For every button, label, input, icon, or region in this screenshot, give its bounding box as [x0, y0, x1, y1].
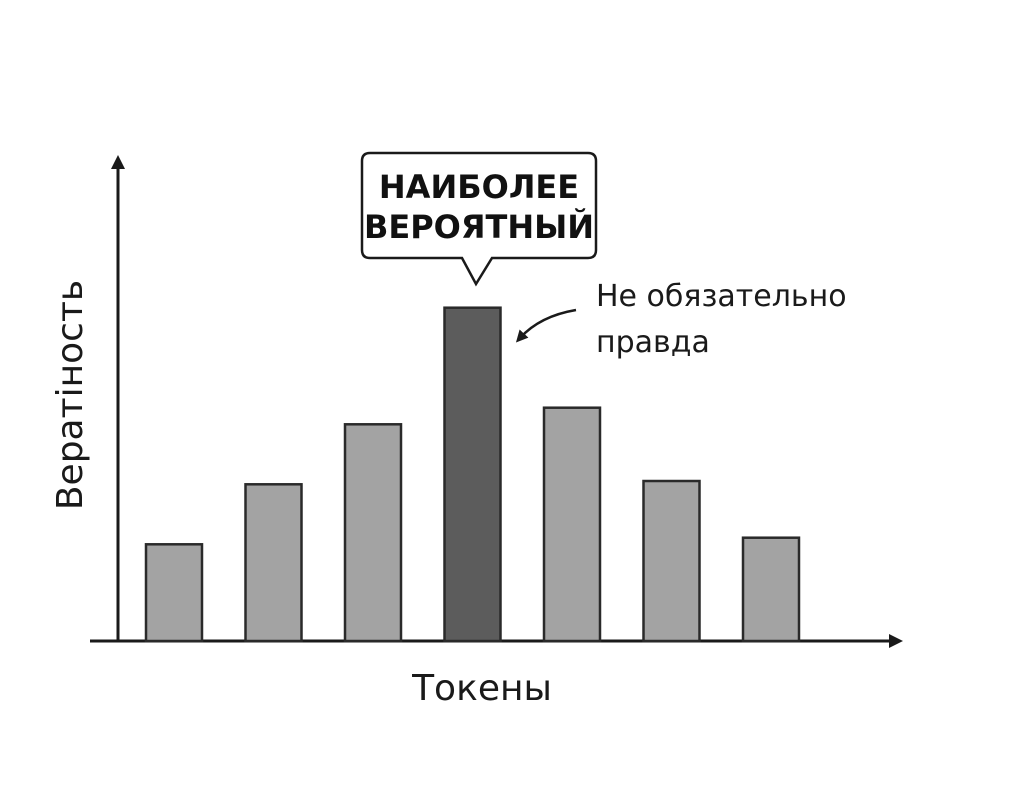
- bar-6: [642, 479, 701, 643]
- bar-7: [741, 536, 801, 643]
- callout-bubble: [360, 151, 598, 287]
- note-line-1: Не обязательно: [596, 279, 847, 314]
- most-likely-callout: НАИБОЛЕЕ ВЕРОЯТНЫЙ: [360, 151, 598, 287]
- bar-2: [244, 483, 303, 643]
- callout-line-1: НАИБОЛЕЕ: [379, 168, 579, 206]
- x-axis-title: Токены: [411, 668, 552, 709]
- bar-5: [542, 406, 602, 643]
- callout-line-2: ВЕРОЯТНЫЙ: [364, 208, 594, 246]
- y-axis-title: Вератiность: [50, 280, 91, 510]
- bars-group: [144, 306, 801, 643]
- not-necessarily-true-note: Не обязательно правда: [515, 279, 847, 360]
- bar-most-likely: [443, 306, 502, 643]
- note-line-2: правда: [596, 325, 710, 360]
- note-arrow: [515, 308, 577, 343]
- bar-1: [144, 543, 204, 643]
- bar-3: [343, 423, 403, 643]
